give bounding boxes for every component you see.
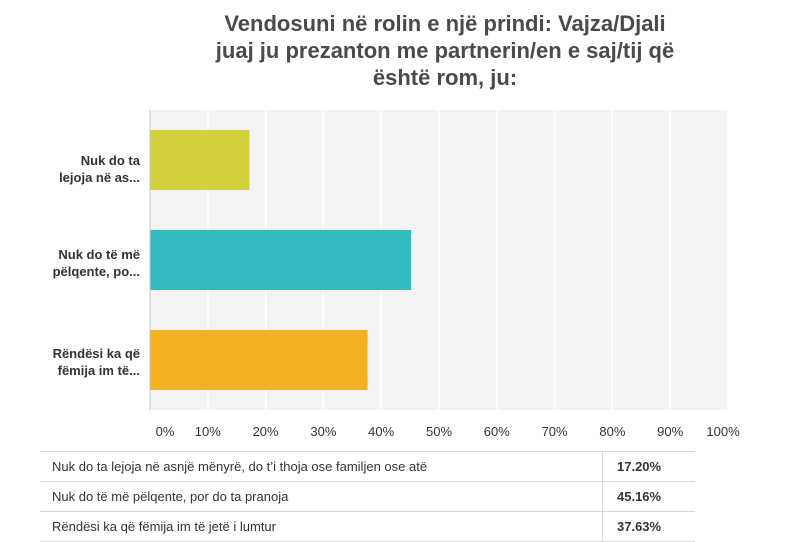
answer-choice-cell: Rëndësi ka që fëmija im të jetë i lumtur xyxy=(40,511,603,542)
x-tick-label: 50% xyxy=(425,424,453,439)
table-row: Rëndësi ka që fëmija im të jetë i lumtur… xyxy=(40,511,695,542)
x-tick-label: 10% xyxy=(194,424,221,439)
bar xyxy=(150,330,368,390)
chart-title: Vendosuni në rolin e një prindi: Vajza/D… xyxy=(150,10,740,91)
x-tick-label: 90% xyxy=(657,424,684,439)
answer-choice-cell: Nuk do të më pëlqente, por do ta pranoja xyxy=(40,481,603,512)
response-percent-cell: 37.63% xyxy=(602,511,695,542)
category-label: Rëndësi ka që fëmija im të... xyxy=(20,345,140,379)
category-label-line: lejoja në as... xyxy=(59,170,140,185)
x-tick-label: 0% xyxy=(155,424,175,439)
x-tick-label: 30% xyxy=(310,424,337,439)
response-percent-cell: 45.16% xyxy=(602,481,695,512)
chart-title-line: Vendosuni në rolin e një prindi: Vajza/D… xyxy=(224,11,666,36)
x-tick-label: 70% xyxy=(541,424,568,439)
bar xyxy=(150,130,250,190)
answer-choice-cell: Nuk do ta lejoja në asnjë mënyrë, do t’i… xyxy=(40,451,603,482)
category-label-line: Rëndësi ka që xyxy=(52,346,140,361)
bar-chart xyxy=(149,110,729,410)
category-label: Nuk do ta lejoja në as... xyxy=(20,152,140,186)
category-label-line: Nuk do të më xyxy=(58,247,140,262)
results-table: Nuk do ta lejoja në asnjë mënyrë, do t’i… xyxy=(40,451,695,542)
chart-title-line: juaj ju prezanton me partnerin/en e saj/… xyxy=(215,38,675,63)
table-row: Nuk do të më pëlqente, por do ta pranoja… xyxy=(40,481,695,512)
category-label-line: pëlqente, po... xyxy=(52,264,140,279)
response-percent-cell: 17.20% xyxy=(602,451,695,482)
x-tick-label: 100% xyxy=(706,424,740,439)
x-tick-label: 80% xyxy=(599,424,626,439)
chart-title-line: është rom, ju: xyxy=(372,65,518,90)
category-label-line: Nuk do ta xyxy=(80,153,140,168)
x-tick-label: 60% xyxy=(483,424,510,439)
category-label: Nuk do të më pëlqente, po... xyxy=(20,246,140,280)
category-label-line: fëmija im të... xyxy=(57,363,140,378)
bar xyxy=(150,230,412,290)
table-row: Nuk do ta lejoja në asnjë mënyrë, do t’i… xyxy=(40,451,695,482)
x-tick-label: 20% xyxy=(252,424,279,439)
x-tick-label: 40% xyxy=(368,424,395,439)
